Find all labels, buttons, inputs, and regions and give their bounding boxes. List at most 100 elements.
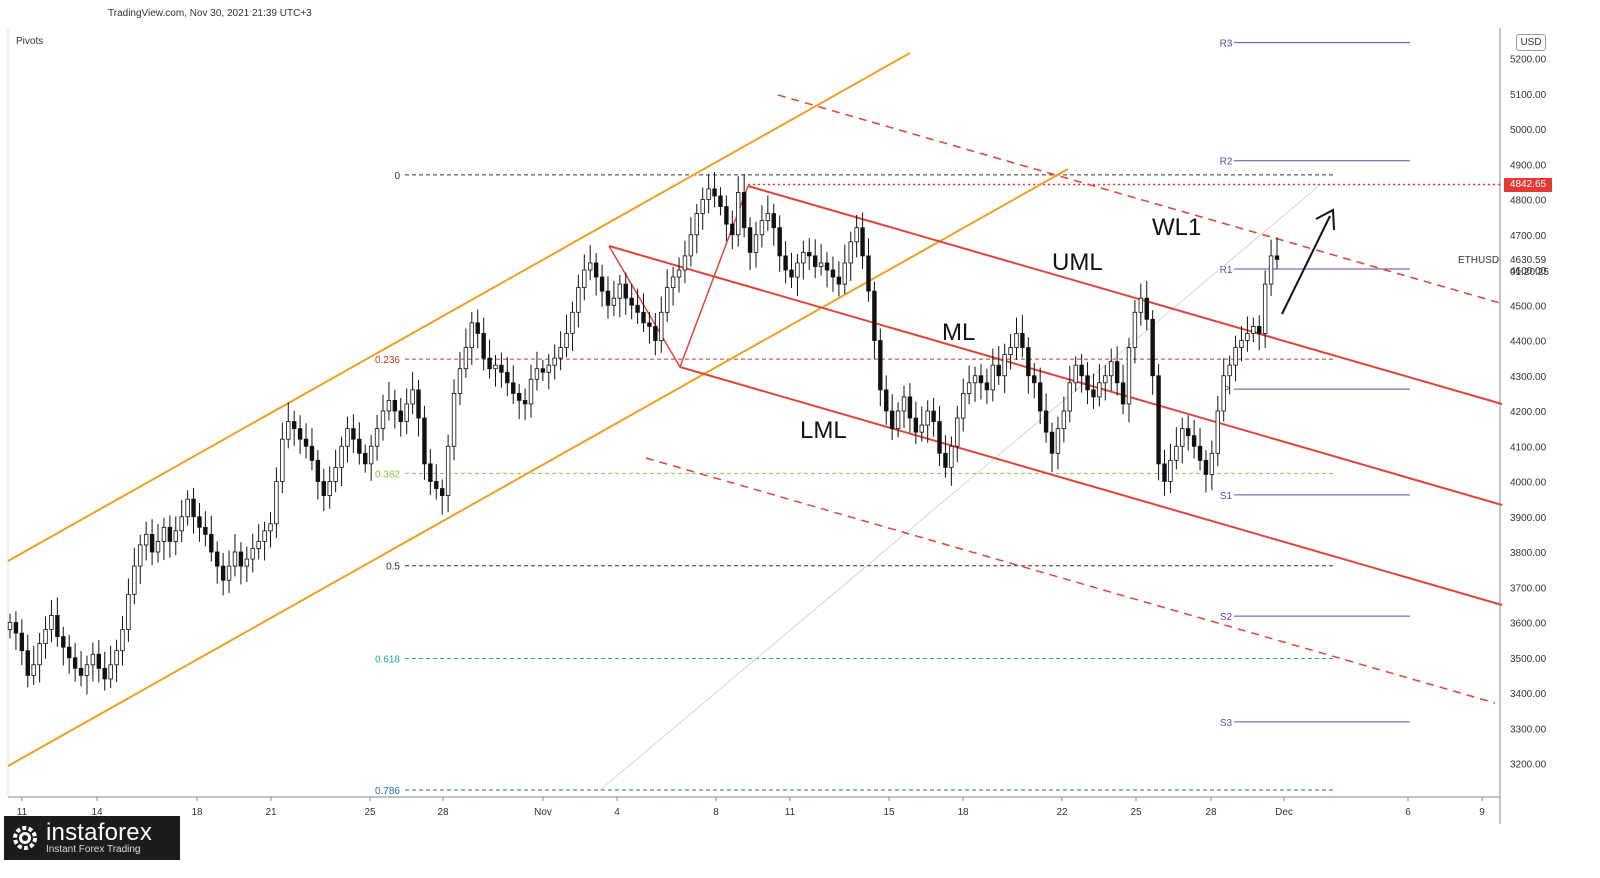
candle-body <box>753 234 759 253</box>
y-tick-label: 4600.00 <box>1510 266 1547 277</box>
candle-body <box>457 368 463 394</box>
candle-body <box>860 227 865 257</box>
y-tick-label: 3500.00 <box>1510 654 1547 665</box>
candle-body <box>747 227 753 253</box>
candle-body <box>1233 347 1238 366</box>
candle-body <box>949 445 954 468</box>
candle-body <box>546 364 551 373</box>
pivot-label: R1 <box>1220 265 1233 276</box>
candle-body <box>736 192 741 236</box>
candle-body <box>824 262 830 271</box>
indicator-label[interactable]: Pivots <box>16 36 44 47</box>
candle-body <box>647 322 652 327</box>
pitchfork-base-line <box>608 245 681 368</box>
candle-body <box>280 438 285 482</box>
candle-body <box>682 255 688 271</box>
y-tick-label: 4200.00 <box>1510 407 1547 418</box>
candle-body <box>7 622 13 630</box>
candle-body <box>972 375 978 384</box>
x-tick-label: 4 <box>614 807 620 818</box>
candle-body <box>1085 375 1090 391</box>
fib-level-label: 0.236 <box>375 355 400 366</box>
candle-body <box>1150 318 1155 377</box>
candle-body <box>635 304 640 313</box>
candle-body <box>84 664 90 676</box>
y-tick-label: 3400.00 <box>1510 689 1547 700</box>
candle-body <box>1203 459 1209 475</box>
candle-body <box>593 262 599 278</box>
candle-body <box>155 541 161 553</box>
candle-body <box>588 262 593 271</box>
countdown-label: 01:20:25 <box>1510 267 1549 278</box>
candle-body <box>445 445 451 496</box>
candle-body <box>641 311 646 324</box>
candle-body <box>72 657 78 669</box>
candle-body <box>102 667 107 680</box>
candle-body <box>984 382 990 391</box>
candle-body <box>812 255 818 267</box>
symbol-label: ETHUSD <box>1458 255 1500 266</box>
candle-body <box>1251 325 1256 334</box>
candle-body <box>528 378 534 405</box>
candle-body <box>1191 435 1197 447</box>
candle-body <box>13 622 19 634</box>
x-tick-label: 28 <box>437 807 449 818</box>
candle-body <box>1097 382 1102 398</box>
candle-body <box>126 593 131 630</box>
fib-level-label: 0 <box>394 171 400 182</box>
candle-body <box>268 523 273 532</box>
candle-body <box>321 481 326 496</box>
y-tick-label: 4500.00 <box>1510 301 1547 312</box>
candle-body <box>511 382 516 394</box>
gear-icon <box>13 826 37 850</box>
candle-body <box>718 195 723 207</box>
candle-body <box>1268 255 1274 285</box>
candle-body <box>1274 255 1280 260</box>
last-price-label: 4630.59 <box>1510 255 1547 266</box>
marked-price-tag: 4842.65 <box>1504 178 1552 192</box>
candle-body <box>1008 347 1013 355</box>
candle-body <box>1014 333 1019 348</box>
candle-body <box>570 311 575 334</box>
candle-body <box>143 533 149 546</box>
y-tick-label: 4000.00 <box>1510 478 1547 489</box>
candle-body <box>55 615 60 638</box>
candle-body <box>197 516 202 528</box>
candle-body <box>1091 389 1096 398</box>
candle-body <box>149 533 155 553</box>
candle-body <box>706 188 711 200</box>
candle-body <box>1067 382 1072 412</box>
candle-body <box>327 481 332 496</box>
candle-body <box>629 297 634 306</box>
candle-body <box>416 389 421 419</box>
fib-level-label: 0.618 <box>375 654 400 665</box>
candle-body <box>807 251 812 257</box>
candle-body <box>1209 452 1215 475</box>
y-tick-label: 4100.00 <box>1510 442 1547 453</box>
candle-body <box>1109 361 1114 377</box>
pivot-label: P <box>1223 385 1230 396</box>
candle-body <box>1049 431 1055 454</box>
candle-body <box>1239 340 1244 348</box>
upper-median-line <box>747 185 1503 405</box>
candle-body <box>961 392 966 419</box>
candle-body <box>475 322 480 334</box>
y-tick-label: 3900.00 <box>1510 513 1547 524</box>
candle-body <box>309 445 315 461</box>
candle-body <box>244 558 250 567</box>
x-tick-label: 21 <box>265 807 277 818</box>
candle-body <box>694 213 699 236</box>
y-tick-label: 4300.00 <box>1510 372 1547 383</box>
currency-button[interactable]: USD <box>1516 34 1546 51</box>
x-tick-label: 9 <box>1479 807 1485 818</box>
annotation-label: WL1 <box>1152 214 1201 241</box>
candle-body <box>404 403 409 422</box>
candle-body <box>582 269 587 289</box>
candle-body <box>363 452 368 465</box>
candle-body <box>842 262 847 285</box>
candle-body <box>576 287 581 313</box>
candle-body <box>741 192 747 229</box>
pivot-label: S1 <box>1220 491 1233 502</box>
candle-body <box>789 269 794 278</box>
x-tick-label: 15 <box>883 807 895 818</box>
